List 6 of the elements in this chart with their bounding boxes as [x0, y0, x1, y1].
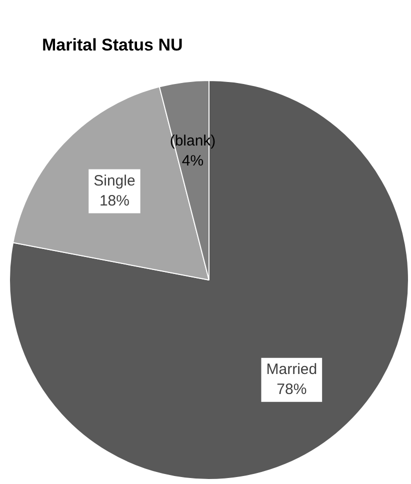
data-label: 18%	[99, 192, 130, 210]
slice-label: Married	[266, 361, 318, 378]
chart-title: Marital Status NU	[42, 36, 183, 55]
data-label: 4%	[182, 152, 204, 170]
data-label: 78%	[276, 381, 307, 398]
slice-label: Single	[94, 172, 136, 190]
